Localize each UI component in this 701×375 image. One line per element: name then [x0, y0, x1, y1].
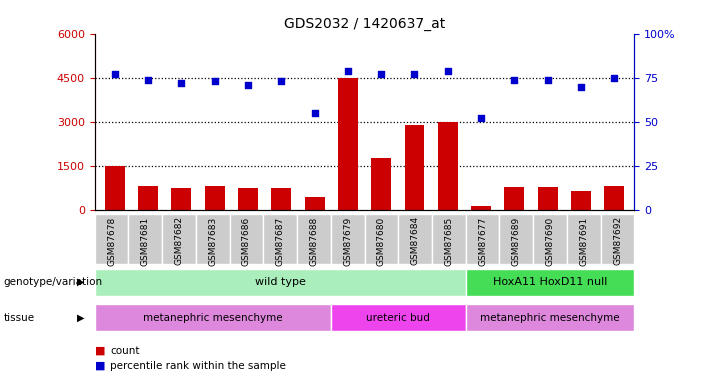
Text: GSM87689: GSM87689: [512, 216, 521, 266]
Text: ■: ■: [95, 346, 105, 355]
Point: [275, 78, 287, 84]
FancyBboxPatch shape: [601, 214, 634, 264]
Text: GSM87685: GSM87685: [444, 216, 454, 266]
Text: genotype/variation: genotype/variation: [4, 277, 102, 287]
Point: [142, 76, 154, 82]
Text: percentile rank within the sample: percentile rank within the sample: [110, 361, 286, 370]
FancyBboxPatch shape: [95, 304, 331, 332]
Text: HoxA11 HoxD11 null: HoxA11 HoxD11 null: [493, 277, 607, 287]
Point: [176, 80, 187, 86]
FancyBboxPatch shape: [95, 214, 128, 264]
Text: GSM87690: GSM87690: [545, 216, 554, 266]
Text: ■: ■: [95, 361, 105, 370]
Bar: [372, 158, 391, 210]
FancyBboxPatch shape: [196, 214, 230, 264]
Text: GSM87683: GSM87683: [208, 216, 217, 266]
Point: [209, 78, 220, 84]
Point: [109, 71, 121, 77]
Bar: [304, 197, 325, 210]
Bar: [338, 78, 358, 210]
Text: ▶: ▶: [77, 313, 85, 323]
Bar: [505, 186, 524, 210]
Text: GSM87679: GSM87679: [343, 216, 352, 266]
Bar: [471, 206, 491, 210]
FancyBboxPatch shape: [128, 214, 162, 264]
Point: [442, 68, 454, 74]
FancyBboxPatch shape: [533, 214, 567, 264]
FancyBboxPatch shape: [331, 214, 365, 264]
FancyBboxPatch shape: [465, 268, 634, 296]
Bar: [604, 186, 625, 210]
Bar: [438, 122, 458, 210]
FancyBboxPatch shape: [465, 304, 634, 332]
Text: GSM87677: GSM87677: [478, 216, 487, 266]
FancyBboxPatch shape: [432, 214, 465, 264]
FancyBboxPatch shape: [331, 304, 465, 332]
Text: GSM87687: GSM87687: [275, 216, 285, 266]
FancyBboxPatch shape: [567, 214, 601, 264]
Text: ureteric bud: ureteric bud: [367, 313, 430, 323]
Point: [243, 82, 254, 88]
Text: GSM87678: GSM87678: [107, 216, 116, 266]
Point: [409, 71, 420, 77]
Text: ▶: ▶: [77, 277, 85, 287]
FancyBboxPatch shape: [499, 214, 533, 264]
FancyBboxPatch shape: [162, 214, 196, 264]
Bar: [571, 191, 591, 210]
Point: [376, 71, 387, 77]
Bar: [138, 186, 158, 210]
Text: wild type: wild type: [254, 277, 306, 287]
FancyBboxPatch shape: [264, 214, 297, 264]
Title: GDS2032 / 1420637_at: GDS2032 / 1420637_at: [284, 17, 445, 32]
Text: GSM87681: GSM87681: [141, 216, 150, 266]
Point: [542, 76, 553, 82]
FancyBboxPatch shape: [465, 214, 499, 264]
FancyBboxPatch shape: [95, 268, 465, 296]
Text: GSM87684: GSM87684: [411, 216, 420, 266]
Point: [475, 116, 486, 122]
Bar: [205, 186, 224, 210]
Text: GSM87691: GSM87691: [579, 216, 588, 266]
Text: metanephric mesenchyme: metanephric mesenchyme: [143, 313, 283, 323]
Text: GSM87686: GSM87686: [242, 216, 251, 266]
Text: tissue: tissue: [4, 313, 34, 323]
FancyBboxPatch shape: [297, 214, 331, 264]
Point: [509, 76, 520, 82]
Bar: [538, 187, 558, 210]
Bar: [238, 188, 258, 210]
Point: [309, 110, 320, 116]
Point: [342, 68, 353, 74]
Text: GSM87688: GSM87688: [309, 216, 318, 266]
Point: [576, 84, 587, 90]
Bar: [171, 188, 191, 210]
FancyBboxPatch shape: [365, 214, 398, 264]
FancyBboxPatch shape: [398, 214, 432, 264]
Bar: [271, 188, 291, 210]
Text: GSM87682: GSM87682: [175, 216, 184, 266]
FancyBboxPatch shape: [230, 214, 264, 264]
Text: GSM87680: GSM87680: [377, 216, 386, 266]
Bar: [104, 166, 125, 210]
Point: [608, 75, 620, 81]
Text: count: count: [110, 346, 139, 355]
Text: GSM87692: GSM87692: [613, 216, 622, 266]
Text: metanephric mesenchyme: metanephric mesenchyme: [480, 313, 620, 323]
Bar: [404, 125, 425, 210]
